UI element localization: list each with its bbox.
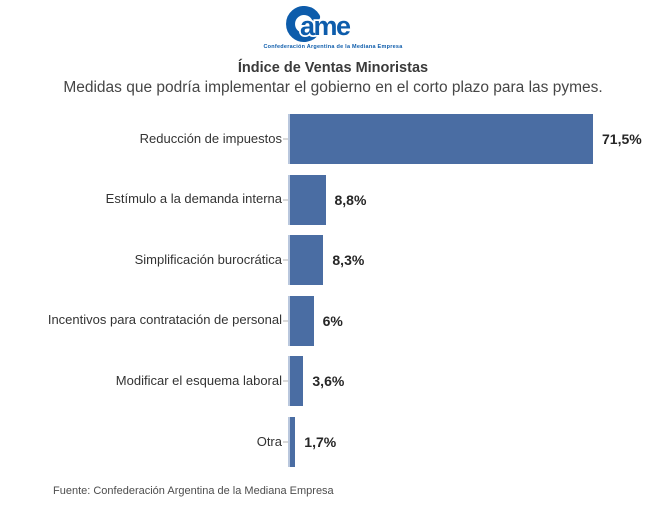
category-label: Simplificación burocrática [134,251,282,267]
came-logo: ame Confederación Argentina de la Median… [263,6,402,50]
category-label: Estímulo a la demanda interna [105,191,282,207]
chart-row: Otra 1,7% [0,416,666,467]
value-label: 3,6% [312,373,345,390]
bar-1 [288,174,326,225]
category-label: Otra [256,433,282,449]
bar-0 [288,114,593,164]
axis-tick [282,319,288,322]
bar-4 [288,356,304,407]
axis-tick-gap [282,138,288,140]
chart-row: Reducción de impuestos 71,5% [0,114,666,164]
bar-chart: Reducción de impuestos 71,5% Estímulo a la… [0,114,666,478]
bar-3 [288,295,314,346]
chart-row: Incentivos para contratación de personal… [0,295,666,346]
value-label: 71,5% [602,131,642,147]
chart-header: ame Confederación Argentina de la Median… [0,0,666,97]
chart-title: Índice de Ventas Minoristas [237,60,429,76]
chart-row: Modificar el esquema laboral 3,6% [0,356,666,407]
chart-subtitle: Medidas que podría implementar el gobier… [63,79,603,96]
axis-tick-gap [282,319,288,322]
axis-tick [282,138,288,140]
axis-tick-gap [282,198,288,201]
axis-tick-gap [282,259,288,262]
logo-tagline: Confederación Argentina de la Mediana Em… [263,44,403,50]
chart-row: Estímulo a la demanda interna 8,8% [0,174,666,225]
bar-5 [288,416,296,467]
axis-tick [282,380,288,383]
category-label: Modificar el esquema laboral [115,372,282,388]
source-note: Fuente: Confederación Argentina de la Me… [53,485,334,497]
axis-tick-gap [282,380,288,383]
category-label: Reducción de impuestos [139,130,282,146]
value-label: 8,3% [332,252,365,269]
logo-text: ame [300,11,351,41]
value-label: 6% [322,312,343,329]
axis-tick [282,198,288,201]
axis-tick [282,440,288,443]
axis-tick-gap [282,440,288,443]
came-logo-icon: ame [286,6,354,43]
value-label: 1,7% [304,433,337,450]
category-label: Incentivos para contratación de personal [47,312,282,328]
chart-row: Simplificación burocrática 8,3% [0,235,666,286]
value-label: 8,8% [334,191,367,208]
axis-tick [282,259,288,262]
bar-2 [288,235,324,286]
